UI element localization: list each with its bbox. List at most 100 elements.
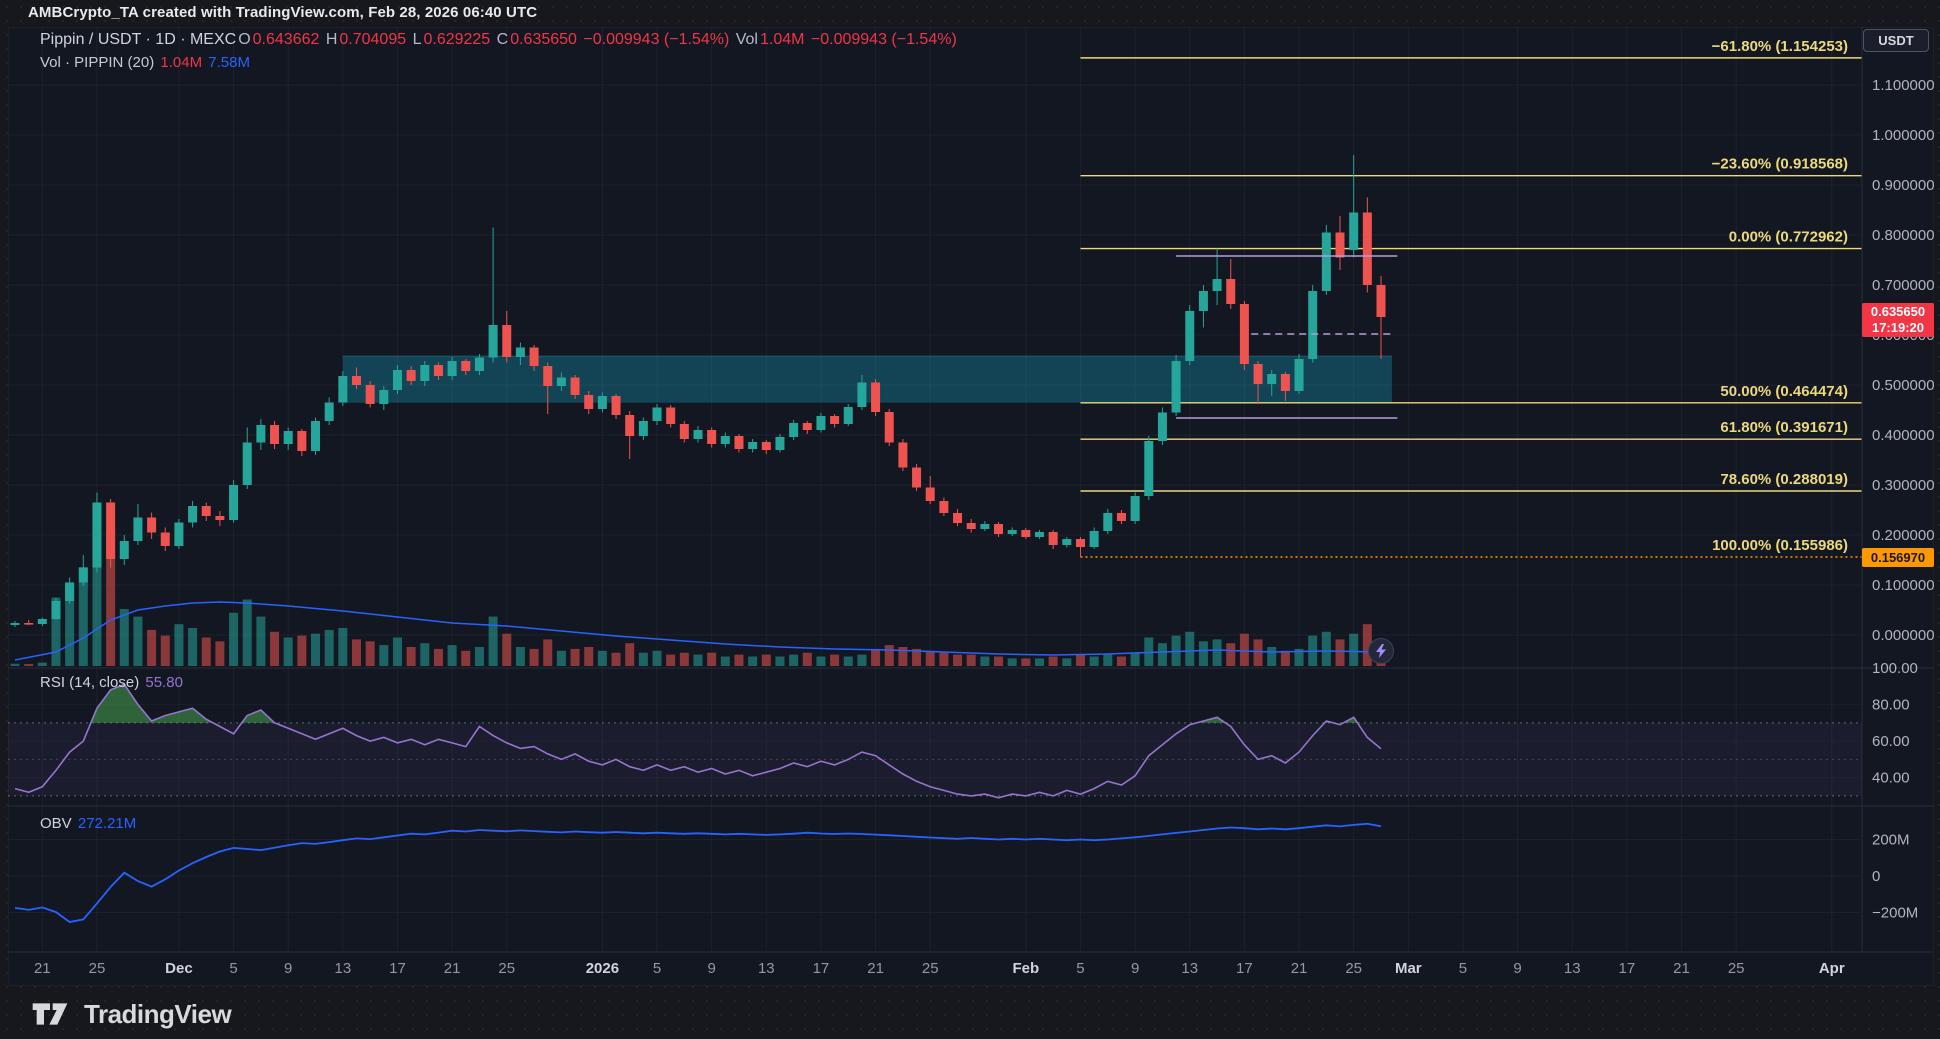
ohlc-part-7: C [492,31,509,48]
axis-labels-layer: 1.100000 1.000000 0.900000 0.800000 0.700000… [34,77,1934,977]
ohlc-part-2: 0.643662 [252,31,320,48]
svg-text:21: 21 [34,960,51,977]
svg-text:21: 21 [867,960,884,977]
frame-layer [8,27,1934,953]
svg-text:0.500000: 0.500000 [1872,377,1934,394]
fib-retracement-layer [1080,57,1862,558]
volume-ma-line [14,601,1382,661]
chart-panel [8,27,1934,986]
svg-text:0.700000: 0.700000 [1872,277,1934,294]
ohlc-part-3: H [321,31,338,48]
svg-text:17: 17 [389,960,406,977]
svg-text:17: 17 [813,960,830,977]
svg-text:Dec: Dec [165,960,193,977]
svg-text:50.00% (0.464474): 50.00% (0.464474) [1720,383,1848,400]
svg-text:80.00: 80.00 [1872,697,1910,714]
svg-text:0.300000: 0.300000 [1872,477,1934,494]
rsi-value: 55.80 [145,674,183,691]
svg-text:0.400000: 0.400000 [1872,427,1934,444]
svg-text:1.100000: 1.100000 [1872,77,1934,94]
vol-legend-part-1: 1.04M [160,54,203,71]
ohlc-part-8: 0.635650 [510,31,577,48]
symbol-ohlc-legend[interactable]: Pippin / USDT · 1D · MEXC O 0.643662 H 0.70… [40,31,959,49]
svg-text:25: 25 [1345,960,1362,977]
svg-text:25: 25 [89,960,106,977]
obv-indicator-legend[interactable]: OBV 272.21M [40,815,138,832]
last-price-badge: 0.635650 17:19:20 [1862,303,1934,337]
obv-title: OBV [40,815,72,832]
last-price-value: 0.635650 [1870,304,1926,319]
svg-text:9: 9 [1513,960,1521,977]
svg-text:Mar: Mar [1395,960,1422,977]
svg-text:9: 9 [707,960,715,977]
svg-text:−23.60% (0.918568): −23.60% (0.918568) [1712,156,1848,173]
ohlc-part-12: −0.009943 (−1.54%) [806,31,957,48]
svg-text:5: 5 [1076,960,1084,977]
svg-text:5: 5 [1459,960,1467,977]
svg-text:25: 25 [1728,960,1745,977]
rsi-indicator-legend[interactable]: RSI (14, close) 55.80 [40,674,185,691]
svg-text:0.00% (0.772962): 0.00% (0.772962) [1729,229,1848,246]
grid-layer [8,27,1862,952]
ohlc-part-1: O [238,31,251,48]
svg-text:25: 25 [922,960,939,977]
currency-toggle-button[interactable]: USDT [1863,29,1929,52]
svg-text:Feb: Feb [1013,960,1040,977]
supply-zone-box [342,355,1392,403]
price-axis[interactable] [1862,27,1934,952]
svg-text:200M: 200M [1872,831,1910,848]
svg-text:−61.80% (1.154253): −61.80% (1.154253) [1712,38,1848,55]
alert-price-badge: 0.156970 [1862,548,1934,567]
rsi-title: RSI (14, close) [40,674,140,691]
svg-text:0: 0 [1872,868,1880,885]
ohlc-part-9: −0.009943 (−1.54%) [578,31,730,48]
svg-text:78.60% (0.288019): 78.60% (0.288019) [1720,471,1848,488]
svg-text:5: 5 [653,960,661,977]
boost-button[interactable] [1368,638,1394,664]
svg-text:17: 17 [1619,960,1636,977]
obv-line-layer [14,822,1382,923]
tradingview-wordmark: TradingView [84,998,232,1029]
svg-text:61.80% (0.391671): 61.80% (0.391671) [1720,419,1848,436]
svg-text:17: 17 [1236,960,1253,977]
footer-branding: TradingView [30,993,232,1035]
svg-text:2026: 2026 [586,960,619,977]
svg-text:25: 25 [498,960,515,977]
drawn-lines-layer [1176,255,1398,419]
time-axis[interactable] [8,952,1854,985]
svg-text:21: 21 [1673,960,1690,977]
svg-text:−200M: −200M [1872,904,1918,921]
svg-text:40.00: 40.00 [1872,770,1910,787]
svg-text:0.100000: 0.100000 [1872,577,1934,594]
svg-text:21: 21 [1291,960,1308,977]
svg-text:21: 21 [444,960,461,977]
svg-text:13: 13 [1564,960,1581,977]
volume-indicator-legend[interactable]: Vol · PIPPIN (20) 1.04M 7.58M [40,54,252,71]
svg-text:5: 5 [229,960,237,977]
tradingview-logo-icon [32,1003,68,1025]
ohlc-part-5: L [408,31,422,48]
candle-countdown: 17:19:20 [1871,320,1925,335]
obv-value: 272.21M [77,815,137,832]
chart-canvas[interactable]: −61.80% (1.154253) −23.60% (0.918568) 0.00… [8,27,1934,986]
attribution-text: AMBCrypto_TA created with TradingView.co… [28,4,538,21]
svg-text:0.800000: 0.800000 [1872,227,1934,244]
ohlc-part-4: 0.704095 [339,31,407,48]
ohlc-part-11: 1.04M [759,31,805,48]
ohlc-part-0: Pippin / USDT · 1D · MEXC [40,31,237,48]
svg-text:Apr: Apr [1819,960,1845,977]
candles-layer [10,155,1386,627]
svg-text:100.00% (0.155986): 100.00% (0.155986) [1712,537,1848,554]
volume-bars-layer [10,504,1386,666]
fib-labels-layer: −61.80% (1.154253) −23.60% (0.918568) 0.00… [1712,38,1848,554]
vol-legend-part-2: 7.58M [204,54,250,71]
svg-text:1.000000: 1.000000 [1872,127,1934,144]
svg-text:13: 13 [1181,960,1198,977]
svg-text:9: 9 [284,960,292,977]
svg-text:0.000000: 0.000000 [1872,627,1934,644]
vol-legend-part-0: Vol · PIPPIN (20) [40,54,159,71]
svg-text:13: 13 [758,960,775,977]
svg-text:0.200000: 0.200000 [1872,527,1934,544]
svg-text:100.00: 100.00 [1872,660,1918,677]
